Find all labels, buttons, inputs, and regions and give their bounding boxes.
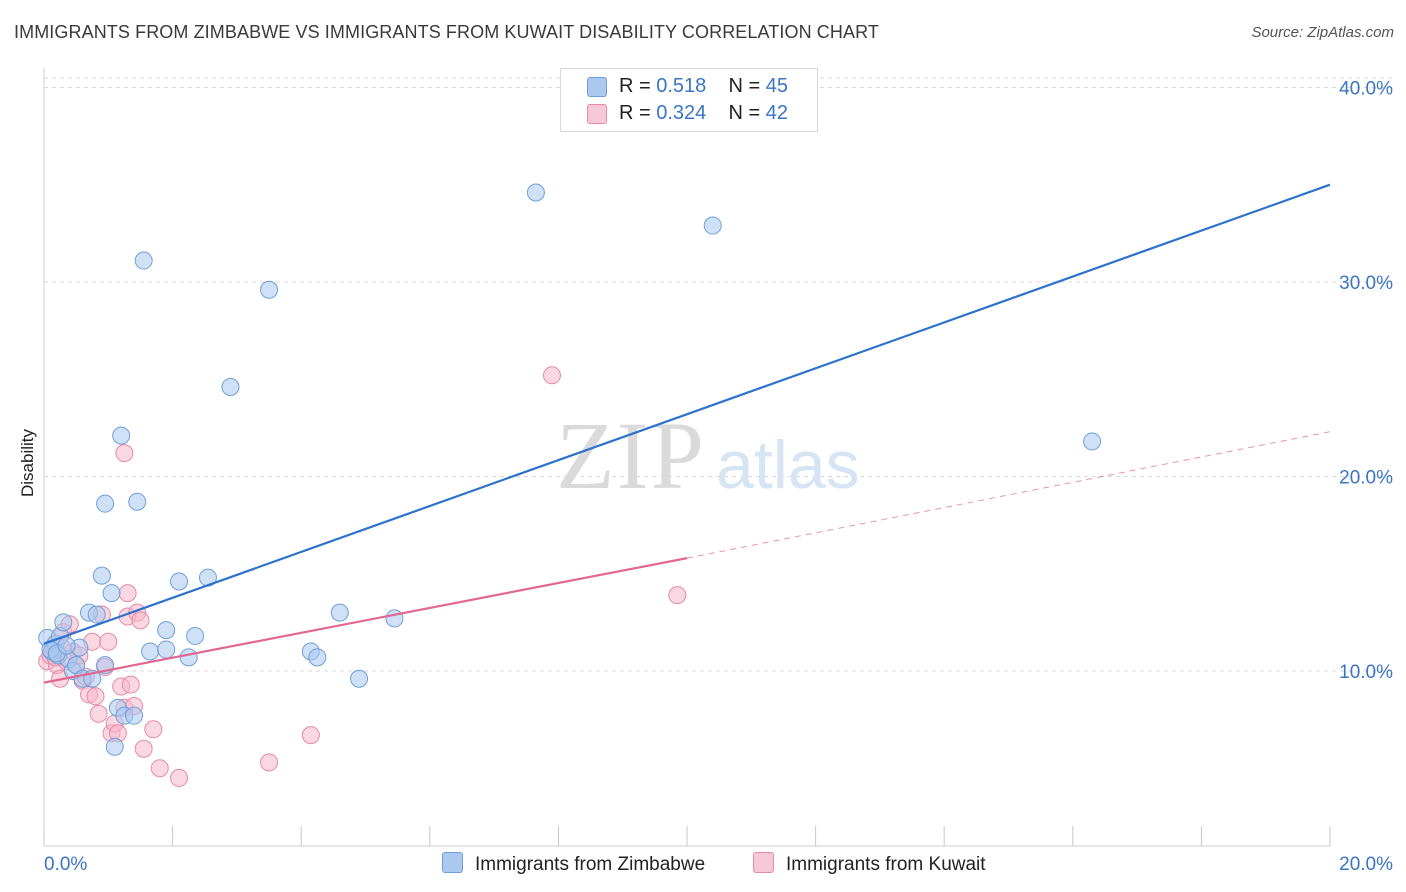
zimbabwe-point [57, 636, 76, 655]
trend-lines [43, 183, 1331, 684]
zimbabwe-point [170, 572, 189, 591]
zimbabwe-point [112, 426, 131, 445]
watermark: ZIP atlas [556, 402, 860, 509]
zimbabwe-point [141, 642, 160, 661]
zimbabwe-point [96, 494, 115, 513]
x-axis [43, 68, 1331, 847]
zimbabwe-trend-line [43, 183, 1331, 645]
gridlines [44, 77, 1392, 672]
kuwait-trend-line [43, 557, 688, 684]
legend-swatch-kuwait [587, 104, 607, 124]
zimbabwe-point [102, 584, 121, 603]
y-tick-label: 40.0% [1339, 78, 1393, 99]
kuwait-point [301, 726, 320, 745]
legend-item-kuwait: Immigrants from Kuwait [753, 852, 986, 876]
y-tick-label: 30.0% [1339, 273, 1393, 294]
zimbabwe-point [186, 626, 205, 645]
legend-n-label: N = [728, 75, 761, 97]
kuwait-point [99, 632, 118, 651]
legend-n-value: 45 [765, 75, 789, 97]
zimbabwe-point [128, 492, 147, 511]
zimbabwe-point [157, 640, 176, 659]
kuwait-point [170, 768, 189, 787]
kuwait-point [89, 704, 108, 723]
x-tick-label: 0.0% [44, 854, 87, 875]
x-tick-label: 20.0% [1339, 854, 1393, 875]
kuwait-point [542, 366, 561, 385]
kuwait-point [121, 675, 140, 694]
y-tick-labels: 10.0% 20.0% 30.0% 40.0% [1339, 78, 1393, 683]
source-credit: Source: ZipAtlas.com [1251, 24, 1394, 41]
legend-swatch-zimbabwe [442, 852, 463, 873]
zimbabwe-point [385, 609, 404, 628]
legend-r-value: 0.518 [656, 75, 707, 97]
legend-r-label: R = [619, 75, 651, 97]
y-tick-label: 10.0% [1339, 662, 1393, 683]
correlation-legend: R = 0.518 N = 45 R = 0.324 N = 42 [560, 68, 818, 132]
zimbabwe-point [260, 280, 279, 299]
y-tick-label: 20.0% [1339, 467, 1393, 488]
kuwait-point [144, 720, 163, 739]
zimbabwe-point [350, 669, 369, 688]
zimbabwe-point [221, 377, 240, 396]
zimbabwe-point [157, 621, 176, 640]
zimbabwe-point [308, 648, 327, 667]
y-axis-title: Disability [18, 428, 37, 497]
zimbabwe-point [125, 706, 144, 725]
y-axis-title-wrap: Disability [18, 429, 38, 587]
zimbabwe-point [134, 251, 153, 270]
kuwait-point [668, 586, 687, 605]
zimbabwe-point [54, 613, 73, 632]
legend-swatch-zimbabwe [587, 77, 607, 97]
zimbabwe-point [1083, 432, 1102, 451]
legend-item-zimbabwe: Immigrants from Zimbabwe [442, 852, 705, 876]
zimbabwe-point [330, 603, 349, 622]
kuwait-point [150, 759, 169, 778]
zimbabwe-point [92, 566, 111, 585]
legend-label-kuwait: Immigrants from Kuwait [786, 854, 986, 875]
chart-title: IMMIGRANTS FROM ZIMBABWE VS IMMIGRANTS F… [14, 22, 879, 42]
kuwait-point [134, 739, 153, 758]
legend-n-value: 42 [765, 102, 789, 124]
legend-r-label: R = [619, 102, 651, 124]
kuwait-point [115, 444, 134, 463]
kuwait-point [260, 753, 279, 772]
watermark-zip: ZIP [556, 402, 706, 509]
zimbabwe-point [703, 216, 722, 235]
x-tick-labels: 0.0% 20.0% [44, 854, 1393, 875]
kuwait-point [118, 584, 137, 603]
kuwait-point [131, 611, 150, 630]
zimbabwe-point [179, 648, 198, 667]
legend-label-zimbabwe: Immigrants from Zimbabwe [475, 854, 706, 875]
kuwait-point [86, 687, 105, 706]
legend-swatch-kuwait [753, 852, 774, 873]
legend-r-value: 0.324 [656, 102, 707, 124]
zimbabwe-point [105, 737, 124, 756]
zimbabwe-point [526, 183, 545, 202]
zimbabwe-points [38, 183, 1102, 756]
legend-n-label: N = [728, 102, 761, 124]
zimbabwe-point [87, 605, 106, 624]
watermark-atlas: atlas [716, 427, 860, 503]
